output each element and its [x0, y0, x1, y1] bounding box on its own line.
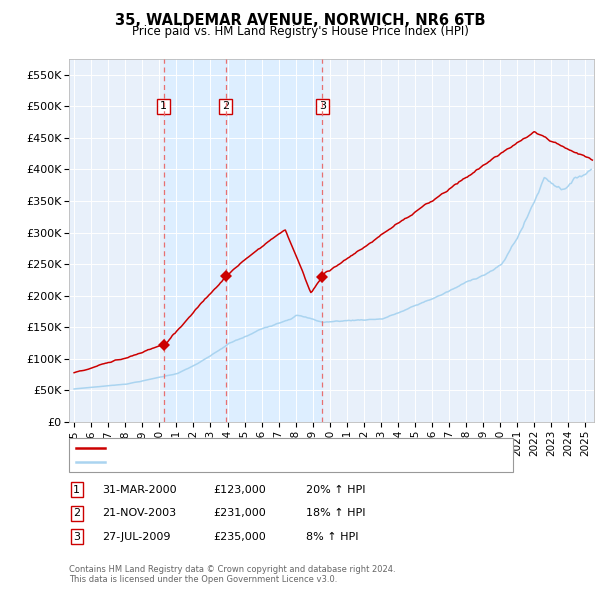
- Text: HPI: Average price, detached house, Broadland: HPI: Average price, detached house, Broa…: [110, 457, 345, 467]
- Text: 1: 1: [73, 485, 80, 494]
- Text: 1: 1: [160, 101, 167, 112]
- Text: 31-MAR-2000: 31-MAR-2000: [102, 485, 176, 494]
- Text: 20% ↑ HPI: 20% ↑ HPI: [306, 485, 365, 494]
- Text: Price paid vs. HM Land Registry's House Price Index (HPI): Price paid vs. HM Land Registry's House …: [131, 25, 469, 38]
- Text: 35, WALDEMAR AVENUE, NORWICH, NR6 6TB: 35, WALDEMAR AVENUE, NORWICH, NR6 6TB: [115, 13, 485, 28]
- Text: £235,000: £235,000: [213, 532, 266, 542]
- Text: Contains HM Land Registry data © Crown copyright and database right 2024.
This d: Contains HM Land Registry data © Crown c…: [69, 565, 395, 584]
- Text: 2: 2: [73, 509, 80, 518]
- Text: 2: 2: [222, 101, 229, 112]
- Text: £123,000: £123,000: [213, 485, 266, 494]
- Text: 18% ↑ HPI: 18% ↑ HPI: [306, 509, 365, 518]
- Bar: [226, 59, 322, 422]
- Text: 8% ↑ HPI: 8% ↑ HPI: [306, 532, 359, 542]
- Text: 21-NOV-2003: 21-NOV-2003: [102, 509, 176, 518]
- Bar: [164, 59, 226, 422]
- Text: £231,000: £231,000: [213, 509, 266, 518]
- Text: 35, WALDEMAR AVENUE, NORWICH, NR6 6TB (detached house): 35, WALDEMAR AVENUE, NORWICH, NR6 6TB (d…: [110, 443, 426, 453]
- Text: 3: 3: [319, 101, 326, 112]
- Text: 3: 3: [73, 532, 80, 542]
- Text: 27-JUL-2009: 27-JUL-2009: [102, 532, 170, 542]
